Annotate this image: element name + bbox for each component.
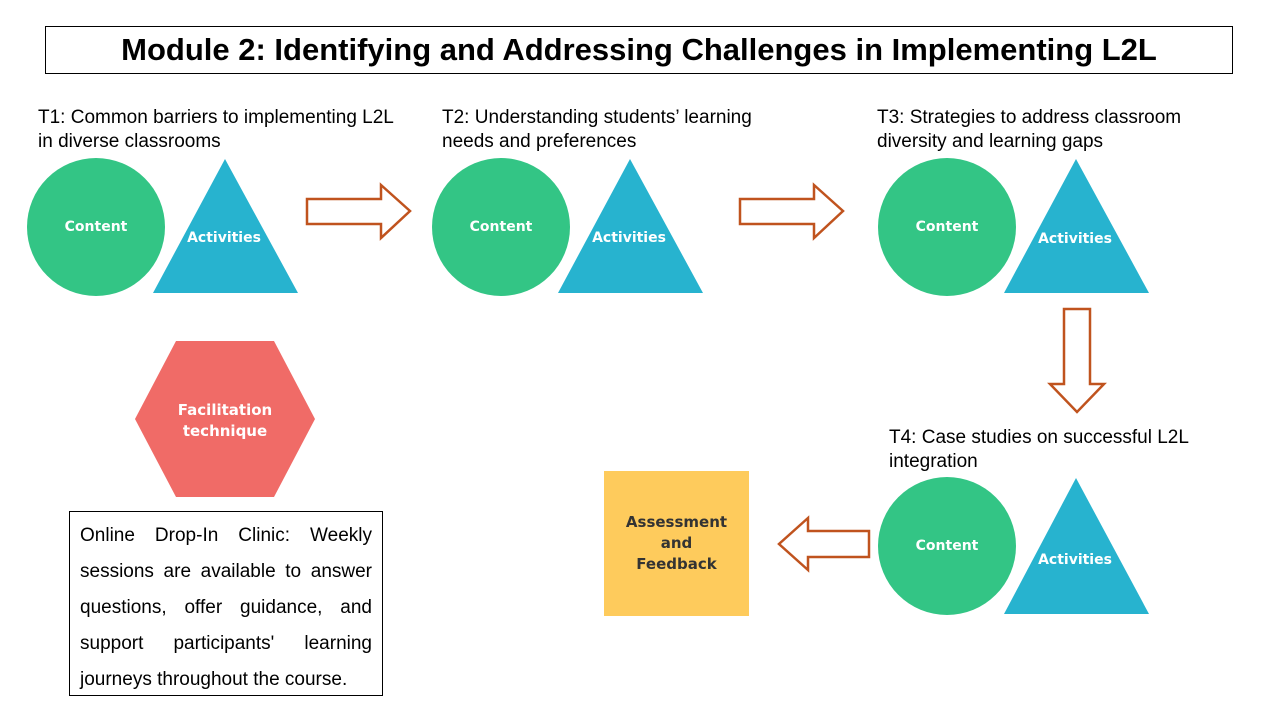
assessment-line-1: Assessment: [625, 513, 728, 531]
topic-3-content-text: Content: [915, 219, 979, 235]
topic-2-activities-text: Activities: [592, 230, 666, 246]
drop-in-clinic-note: Online Drop-In Clinic: Weekly sessions a…: [69, 511, 383, 696]
topic-3-activities-text: Activities: [1038, 231, 1112, 247]
topic-2-label: T2: Understanding students’ learning nee…: [442, 107, 752, 152]
topic-3-content-circle: [878, 158, 1016, 296]
arrow-t2-to-t3: [738, 182, 845, 241]
arrow-t4-to-assessment: [777, 515, 871, 573]
arrow-t3-to-t4: [1047, 307, 1107, 414]
topic-4-content-text: Content: [915, 538, 979, 554]
facilitation-line-1: Facilitation: [177, 401, 273, 419]
assessment-line-2: and: [660, 534, 693, 552]
topic-2-content-text: Content: [469, 219, 533, 235]
assessment-line-3: Feedback: [636, 555, 717, 573]
topic-3-label: T3: Strategies to address classroom dive…: [877, 107, 1182, 152]
facilitation-hexagon: [135, 341, 315, 497]
assessment-text: Assessment and Feedback: [604, 512, 749, 575]
topic-3-activities-triangle: [1004, 159, 1149, 293]
topic-2-content-circle: [432, 158, 570, 296]
topic-1-content-circle: [27, 158, 165, 296]
topic-1-label: T1: Common barriers to implementing L2L …: [38, 107, 394, 152]
arrow-t1-to-t2: [305, 182, 412, 241]
assessment-square: [604, 471, 749, 616]
topic-4-content-circle: [878, 477, 1016, 615]
page-title: Module 2: Identifying and Addressing Cha…: [45, 26, 1233, 74]
topic-4-activities-text: Activities: [1038, 552, 1112, 568]
facilitation-line-2: technique: [182, 422, 268, 440]
topic-4-label: T4: Case studies on successful L2L integ…: [889, 427, 1189, 472]
topic-2-activities-triangle: [558, 159, 703, 293]
topic-4-activities-triangle: [1004, 478, 1149, 614]
facilitation-text: Facilitation technique: [155, 400, 295, 442]
topic-1-content-text: Content: [64, 219, 128, 235]
topic-1-activities-text: Activities: [187, 230, 261, 246]
topic-1-activities-triangle: [153, 159, 298, 293]
